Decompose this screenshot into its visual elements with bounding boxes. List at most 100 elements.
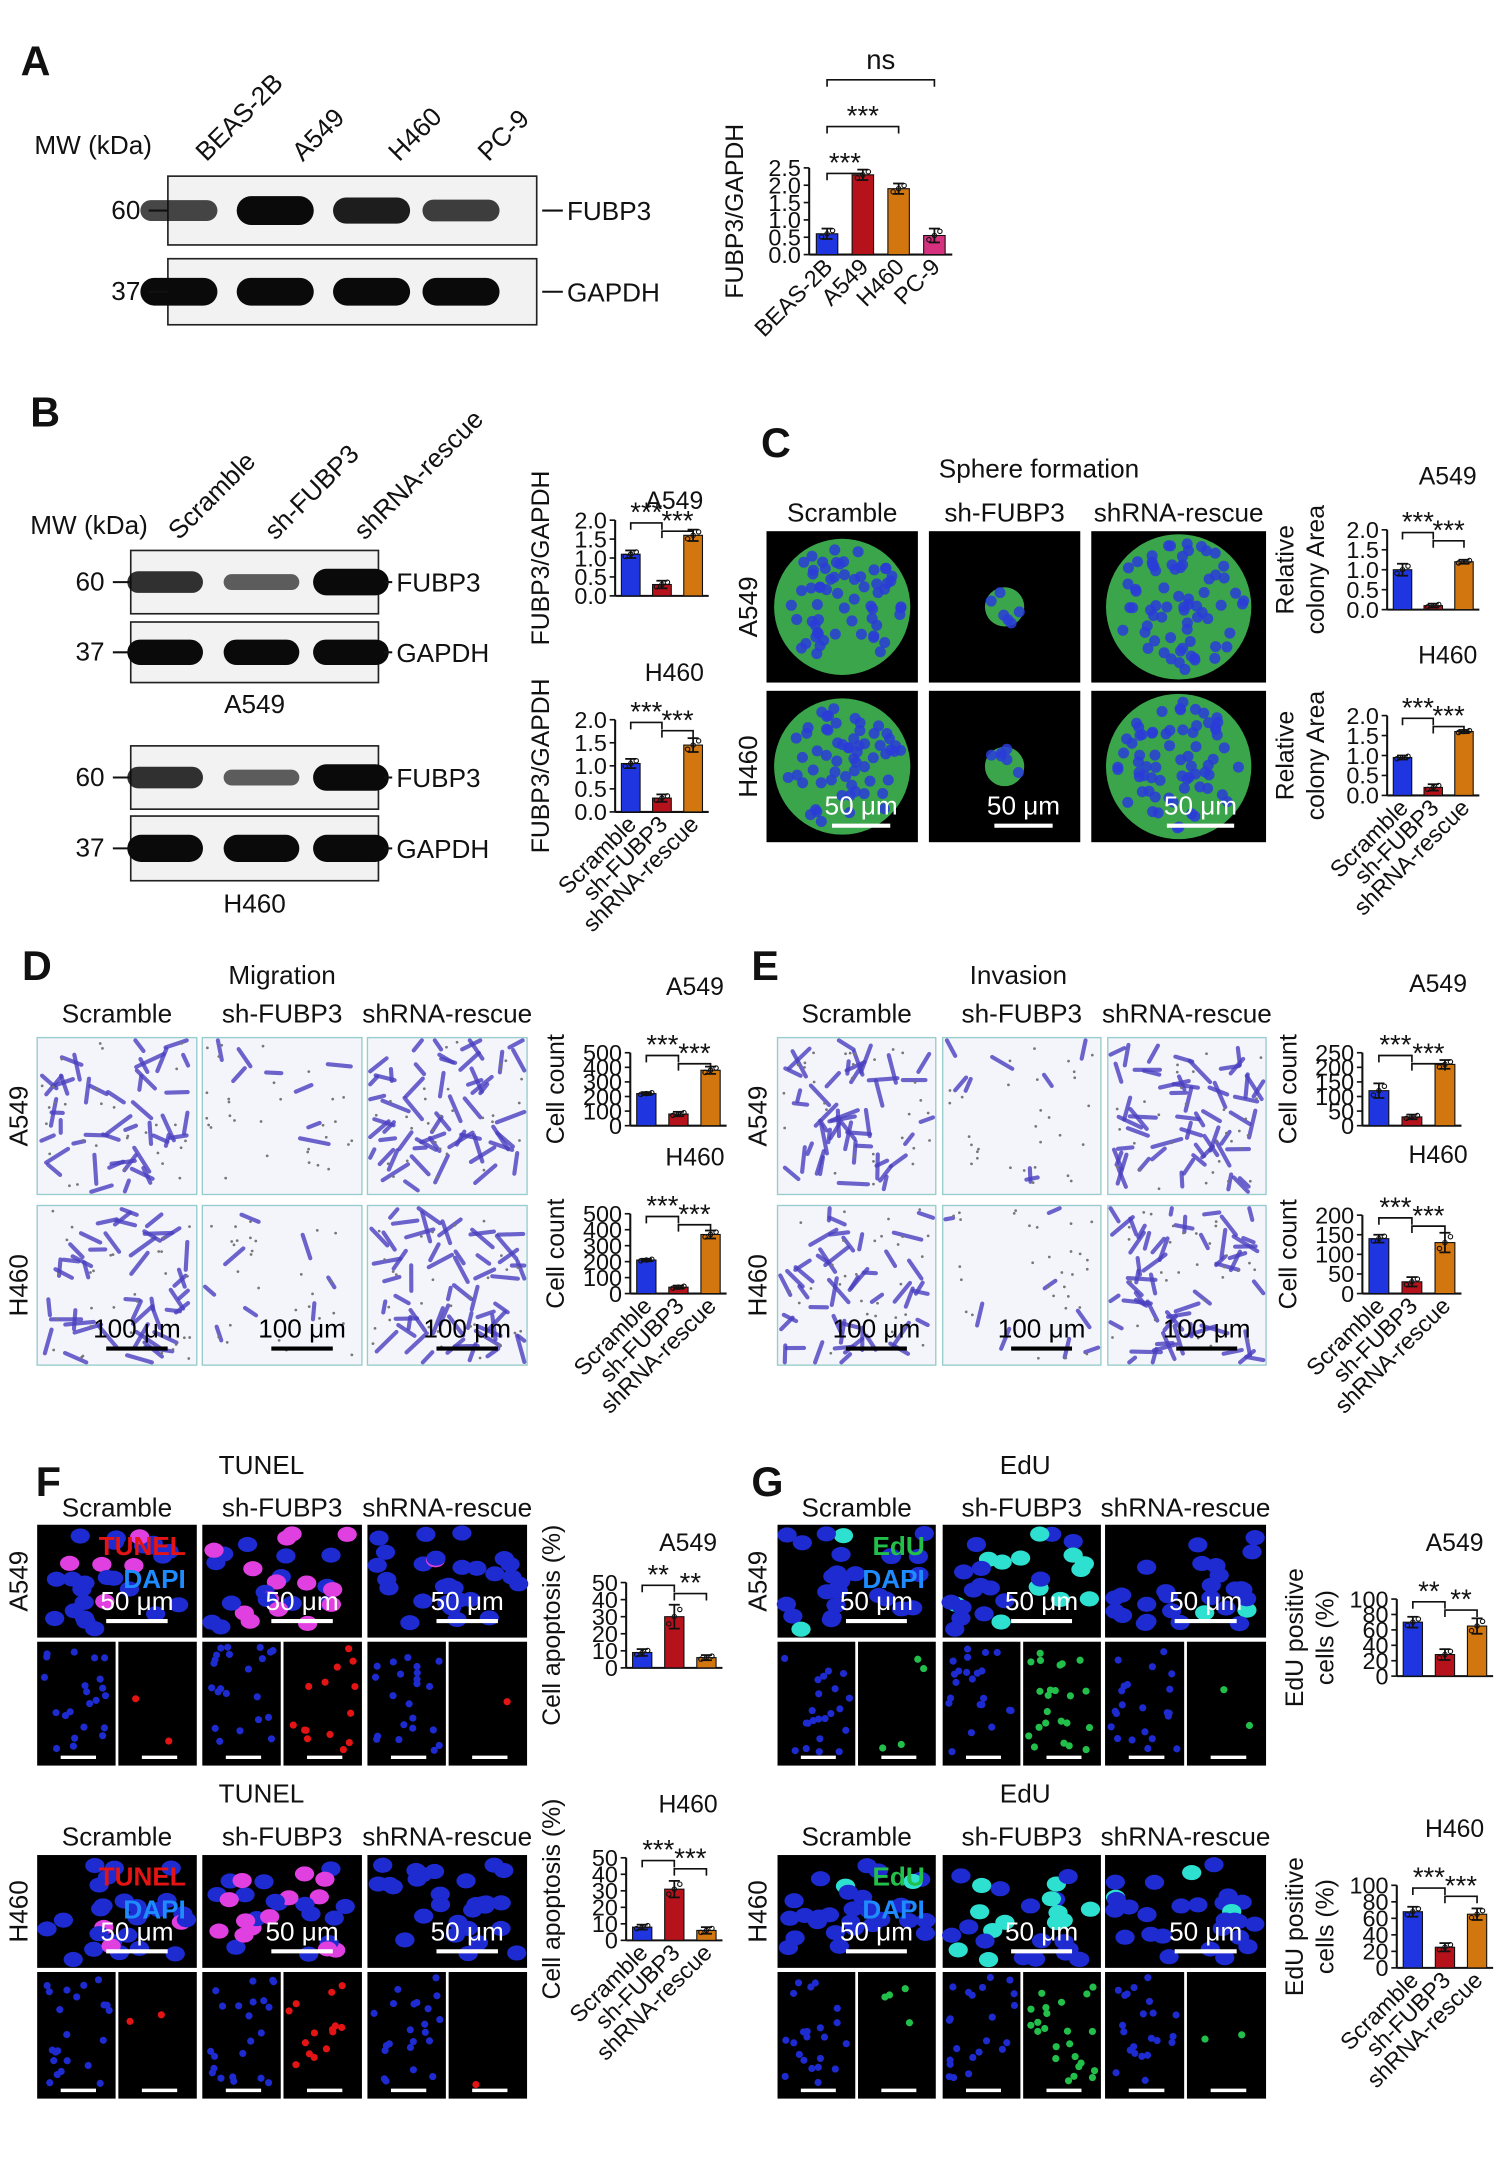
- cell: [381, 1299, 388, 1315]
- panel-title: Sphere formation: [939, 454, 1139, 484]
- pore: [1196, 1336, 1200, 1340]
- nucleus: [791, 769, 803, 781]
- nucleus: [1167, 796, 1179, 808]
- data-point: [664, 579, 671, 585]
- pore: [112, 1305, 116, 1309]
- nucleus: [1088, 2027, 1096, 2036]
- nucleus: [858, 581, 870, 593]
- cell: [1193, 1111, 1206, 1128]
- pore: [48, 1152, 52, 1156]
- nucleus: [1117, 624, 1129, 636]
- nucleus: [815, 1690, 823, 1698]
- significance-bracket: [1411, 1062, 1446, 1071]
- pore: [1236, 1269, 1240, 1273]
- nucleus: [776, 1596, 797, 1612]
- pore: [1248, 1179, 1252, 1183]
- pore: [823, 1101, 826, 1105]
- nucleus: [874, 739, 886, 751]
- blot-band: [127, 639, 203, 666]
- nucleus: [790, 2039, 798, 2047]
- pore: [1069, 1222, 1073, 1226]
- pore: [122, 1168, 126, 1172]
- nucleus: [858, 761, 870, 773]
- nucleus: [815, 816, 827, 828]
- nucleus: [854, 725, 866, 737]
- cell: [137, 1074, 144, 1092]
- mw-label: MW (kDa): [30, 510, 148, 540]
- nucleus: [1080, 1901, 1101, 1917]
- nucleus: [1198, 587, 1210, 599]
- column-label: sh-FUBP3: [962, 1493, 1083, 1523]
- nucleus: [1010, 2001, 1019, 2010]
- nucleus: [219, 1892, 239, 1908]
- pore: [183, 1336, 186, 1340]
- nucleus: [1133, 721, 1145, 733]
- y-tick-label: 150: [1315, 1222, 1354, 1248]
- pore: [1203, 1298, 1206, 1302]
- nucleus: [828, 703, 840, 715]
- cell: [380, 1098, 411, 1114]
- nucleus: [349, 1657, 357, 1665]
- nucleus: [829, 1938, 849, 1954]
- nucleus: [1122, 562, 1134, 574]
- y-tick-label: 1.5: [1346, 537, 1379, 563]
- data-point: [1424, 786, 1431, 793]
- pore: [92, 1269, 95, 1273]
- pore: [1071, 1273, 1074, 1276]
- pore: [160, 1351, 164, 1355]
- pore: [94, 1144, 98, 1148]
- data-point: [865, 168, 872, 175]
- nucleus: [827, 1709, 835, 1718]
- scale-bar-label: 50 μm: [987, 791, 1060, 821]
- pore: [109, 1253, 113, 1257]
- y-tick-label: 100: [1350, 1873, 1389, 1899]
- pore: [919, 1098, 923, 1102]
- nucleus: [53, 2071, 61, 2079]
- significance-bracket: [1378, 1217, 1413, 1225]
- nucleus: [809, 1909, 829, 1925]
- nucleus: [324, 1910, 344, 1926]
- y-axis-label: FUBP3/GAPDH: [722, 124, 749, 299]
- nucleus: [820, 749, 832, 761]
- nucleus: [845, 1694, 854, 1702]
- y-tick-label: 80: [1363, 1602, 1389, 1628]
- nucleus: [1191, 720, 1203, 732]
- nucleus: [1148, 1735, 1156, 1743]
- pore: [1184, 1102, 1188, 1106]
- nucleus: [1245, 1721, 1254, 1730]
- pore: [796, 1063, 800, 1067]
- nucleus: [838, 602, 850, 614]
- nucleus: [816, 2024, 824, 2032]
- pore: [1227, 1179, 1230, 1183]
- cell: [1237, 1176, 1251, 1189]
- nucleus: [1137, 1596, 1157, 1612]
- data-point: [1442, 1944, 1448, 1950]
- error-bar: [687, 737, 699, 753]
- data-point: [638, 1091, 644, 1098]
- cell: [416, 1206, 442, 1226]
- cell: [465, 1077, 484, 1087]
- nucleus: [993, 1648, 1001, 1657]
- y-tick-label: 200: [583, 1249, 622, 1275]
- scale-bar-label: 50 μm: [1164, 791, 1237, 821]
- blot-band: [236, 277, 314, 306]
- nucleus: [226, 1939, 246, 1955]
- data-point: [1381, 1233, 1388, 1240]
- nucleus: [249, 1977, 257, 1985]
- y-tick-label: 0.0: [1346, 597, 1379, 623]
- data-point: [895, 185, 902, 192]
- cell: [1208, 1125, 1221, 1153]
- nucleus: [218, 2002, 227, 2010]
- nucleus: [782, 772, 794, 784]
- pore: [112, 1106, 116, 1109]
- cell: [63, 1319, 96, 1327]
- cell: [1182, 1214, 1188, 1235]
- cell: [999, 1326, 1012, 1351]
- cell: [1150, 1236, 1166, 1255]
- nucleus: [822, 724, 834, 736]
- nucleus: [831, 2065, 839, 2073]
- pore: [901, 1235, 905, 1238]
- pore: [887, 1217, 890, 1221]
- y-axis-label: cells (%): [1312, 1590, 1339, 1685]
- pore: [838, 1283, 842, 1286]
